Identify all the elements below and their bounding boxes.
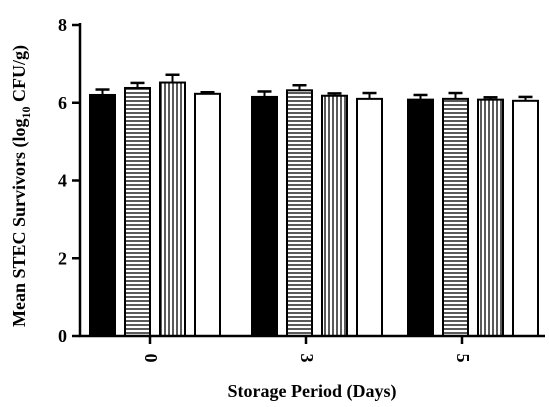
x-tick-label: 3 xyxy=(297,354,317,363)
y-tick-label: 0 xyxy=(58,326,67,346)
y-axis-title-part-1: Mean STEC Survivors (log xyxy=(9,118,30,327)
y-axis-title-subscript: 10 xyxy=(19,106,33,118)
bar-day5-series3 xyxy=(477,98,504,337)
bar-day0-series1 xyxy=(89,93,116,337)
bar-day5-series2 xyxy=(442,97,469,337)
bar-day0-series3 xyxy=(159,81,186,337)
y-axis-title: Mean STEC Survivors (log10 CFU/g) xyxy=(9,45,33,327)
y-tick-label: 4 xyxy=(58,171,67,191)
y-tick-label: 6 xyxy=(58,93,67,113)
bar-day0-series4 xyxy=(194,92,221,337)
x-axis-title: Storage Period (Days) xyxy=(228,381,397,402)
tick-labels-group: 0 2 4 6 8 0 3 5 xyxy=(58,15,473,363)
y-tick-label: 2 xyxy=(58,248,67,268)
bars-group xyxy=(89,73,539,338)
bar-day3-series4 xyxy=(356,97,383,337)
bar-day3-series2 xyxy=(286,89,313,337)
y-axis-title-part-2: CFU/g) xyxy=(9,45,30,107)
bar-day3-series1 xyxy=(251,95,278,337)
bar-day3-series3 xyxy=(321,94,348,337)
x-tick-label: 0 xyxy=(141,354,161,363)
bar-day0-series2 xyxy=(124,86,151,338)
bar-day5-series4 xyxy=(512,99,539,338)
x-tick-label: 5 xyxy=(453,354,473,363)
bar-day5-series1 xyxy=(407,98,434,337)
y-tick-label: 8 xyxy=(58,15,67,35)
axes-group xyxy=(72,23,545,344)
